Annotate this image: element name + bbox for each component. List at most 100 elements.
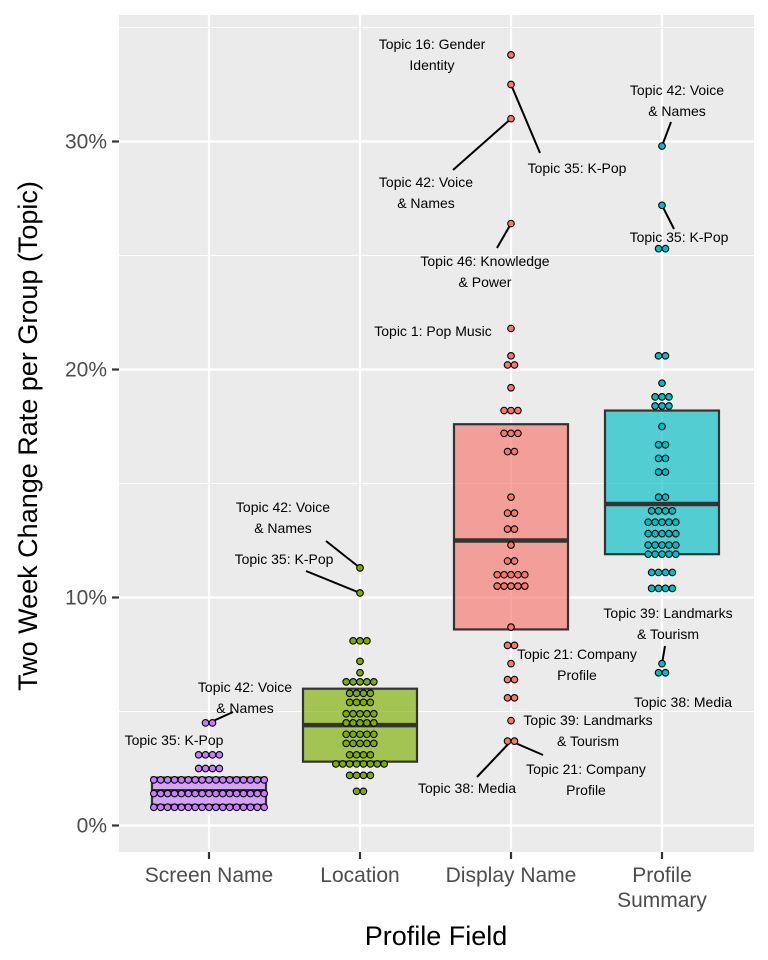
data-point: [661, 493, 670, 502]
data-point: [373, 760, 382, 768]
data-point: [345, 760, 354, 768]
data-point: [658, 422, 666, 431]
annotation-label: Topic 39: Landmarks & Tourism: [523, 712, 652, 749]
data-point: [177, 803, 186, 812]
data-point: [342, 678, 351, 686]
data-point: [345, 771, 354, 780]
data-point: [510, 525, 519, 533]
data-point: [500, 429, 508, 438]
data-point: [644, 541, 653, 549]
data-point: [668, 584, 677, 593]
data-point: [503, 447, 512, 456]
data-point: [359, 689, 368, 698]
data-point: [507, 493, 515, 502]
data-point: [201, 719, 210, 727]
data-point: [520, 582, 529, 590]
data-point: [658, 201, 666, 210]
data-point: [205, 789, 213, 798]
data-point: [651, 550, 659, 559]
annotation-label-line: Topic 21: Company: [526, 761, 646, 777]
annotation-label: Topic 21: Company Profile: [517, 646, 637, 683]
data-point: [239, 776, 248, 784]
annotation-label-line: Identity: [409, 57, 454, 73]
annotation-label-line: Profile: [557, 667, 597, 683]
data-point: [665, 518, 673, 527]
data-point: [654, 668, 663, 677]
data-point: [668, 507, 677, 515]
data-point: [191, 776, 200, 784]
data-point: [665, 541, 673, 549]
data-point: [507, 383, 515, 392]
data-point: [507, 623, 515, 631]
data-point: [503, 675, 512, 684]
data-point: [665, 402, 673, 410]
data-point: [658, 518, 666, 527]
data-point: [507, 324, 515, 333]
annotation-label: Topic 35: K-Pop: [235, 551, 334, 567]
data-point: [253, 789, 262, 798]
annotation-connector: [661, 204, 675, 230]
data-point: [208, 719, 217, 727]
data-point: [366, 750, 375, 759]
data-point: [644, 550, 653, 559]
data-point: [654, 454, 663, 463]
annotation-label: Topic 42: Voice & Names: [630, 82, 724, 119]
data-point: [671, 518, 680, 527]
data-point: [356, 678, 364, 686]
data-point: [177, 789, 186, 798]
axes: 0% 10% 20% 30% Screen Name Location Display Na…: [65, 131, 707, 913]
annotation-label-line: Topic 35: K-Pop: [630, 229, 729, 245]
data-point: [349, 678, 357, 686]
box-2: [452, 423, 570, 631]
data-point: [661, 440, 670, 449]
data-point: [654, 493, 663, 502]
data-point: [500, 582, 508, 590]
data-point: [369, 678, 378, 686]
data-point: [342, 739, 351, 748]
data-point: [363, 719, 371, 727]
data-point: [510, 675, 519, 684]
data-point: [671, 541, 680, 549]
data-point: [194, 764, 203, 773]
data-point: [658, 529, 666, 538]
annotation-label-line: & Names: [397, 195, 455, 211]
annotation-label: Topic 42: Voice & Names: [236, 499, 330, 536]
x-tick-label: Screen Name: [145, 864, 273, 887]
annotation-label: Topic 42: Voice & Names: [379, 174, 473, 211]
data-point: [352, 750, 361, 759]
data-point: [510, 737, 519, 745]
data-point: [507, 659, 515, 668]
annotation-label-line: Profile: [566, 782, 606, 798]
data-point: [349, 739, 357, 748]
data-point: [651, 541, 659, 549]
data-point: [239, 789, 248, 798]
data-point: [345, 689, 354, 698]
annotation-label: Topic 16: Gender Identity: [379, 36, 486, 73]
data-point: [201, 764, 210, 773]
data-point: [332, 760, 340, 768]
annotation-label-line: Topic 38: Media: [634, 694, 732, 710]
data-point: [198, 789, 206, 798]
data-point: [503, 361, 512, 369]
data-point: [658, 393, 666, 401]
annotation-connectors: [208, 84, 675, 778]
annotation-label-line: Topic 21: Company: [517, 646, 637, 662]
annotation-label: Topic 35: K-Pop: [528, 160, 627, 176]
data-point: [658, 379, 666, 388]
data-point: [644, 529, 653, 538]
annotation-label: Topic 38: Media: [418, 780, 516, 796]
x-tick-label-line: Location: [320, 864, 399, 887]
data-point: [205, 803, 213, 812]
annotation-label-line: Topic 42: Voice: [236, 499, 330, 515]
y-tick-label: 10%: [65, 587, 107, 610]
annotation-label: Topic 21: Company Profile: [526, 761, 646, 798]
data-point: [654, 244, 663, 253]
data-point: [651, 529, 659, 538]
data-point: [356, 668, 364, 677]
data-point: [366, 689, 375, 698]
data-point: [212, 803, 220, 812]
data-point: [239, 803, 248, 812]
annotation-connector: [452, 117, 512, 171]
data-point: [654, 468, 663, 476]
data-point: [507, 114, 515, 123]
